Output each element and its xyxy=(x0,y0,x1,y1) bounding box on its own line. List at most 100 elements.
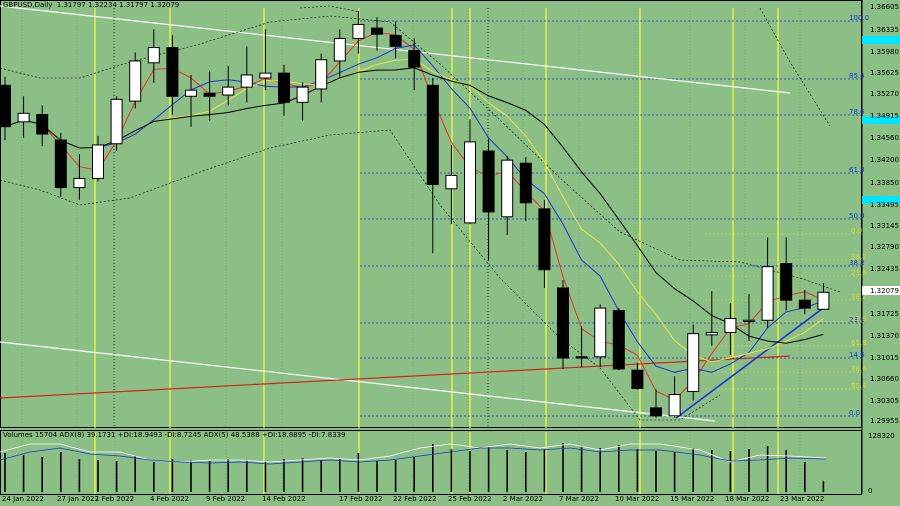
bear-candle xyxy=(279,73,290,102)
bull-candle xyxy=(297,87,308,102)
date-axis-label: 22 Feb 2022 xyxy=(393,495,437,503)
axis-highlight xyxy=(862,36,900,44)
price-axis-label: 1.36605 xyxy=(870,3,899,11)
price-axis-label: 1.30305 xyxy=(870,397,899,405)
price-axis-label: 1.35625 xyxy=(870,69,899,77)
bull-candle xyxy=(223,87,234,95)
date-axis-label: 2 Mar 2022 xyxy=(503,495,543,503)
bear-candle xyxy=(781,264,792,301)
bear-candle xyxy=(558,288,569,358)
bull-candle xyxy=(688,334,699,392)
ohlc-label: 1.31797 1.32234 1.31797 1.32079 xyxy=(57,1,179,9)
price-axis-label: 1.33145 xyxy=(870,222,899,230)
bull-candle xyxy=(186,90,197,96)
bull-candle xyxy=(93,145,104,178)
bear-candle xyxy=(55,140,66,187)
indicator-pane-frame xyxy=(1,431,862,495)
fibo-small-label: 85.4 xyxy=(851,382,867,390)
fibo-level-label: 78.6 xyxy=(849,108,865,116)
fibo-level-label: 50.0 xyxy=(849,212,865,220)
chart-header: GBPUSD,Daily 1.31797 1.32234 1.31797 1.3… xyxy=(3,1,179,9)
bull-candle xyxy=(595,308,606,357)
bull-candle xyxy=(465,142,476,223)
bear-candle xyxy=(539,209,550,270)
price-axis-label: 1.31015 xyxy=(870,354,899,362)
date-axis-label: 23 Mar 2022 xyxy=(780,495,824,503)
bull-candle xyxy=(260,73,271,78)
fibo-small-label: 38.2 xyxy=(851,253,867,261)
bull-candle xyxy=(446,175,457,188)
price-axis-label: 1.32435 xyxy=(870,265,899,273)
bear-candle xyxy=(390,35,401,46)
date-axis-label: 9 Feb 2022 xyxy=(206,495,245,503)
envelope-line xyxy=(0,130,720,420)
bull-candle xyxy=(334,38,345,61)
date-axis-label: 1 Feb 2022 xyxy=(95,495,134,503)
fibo-small-label: 78.6 xyxy=(851,365,867,373)
bull-candle xyxy=(669,395,680,416)
envelope-line xyxy=(300,6,360,12)
price-axis-label: 1.36335 xyxy=(870,26,899,34)
price-axis-label: 1.35270 xyxy=(870,90,899,98)
bear-candle xyxy=(204,93,215,96)
fibo-small-label: 23.6 xyxy=(851,269,867,277)
bull-candle xyxy=(241,75,252,87)
channel-lower xyxy=(0,342,715,421)
indicator-header: Volumes 15704 ADX(8) 39.1731 +DI:18.9493… xyxy=(3,431,346,439)
bear-candle xyxy=(576,357,587,358)
bull-candle xyxy=(706,332,717,334)
bull-candle xyxy=(818,292,829,309)
price-axis-label: 1.33495 xyxy=(870,201,899,209)
date-axis-label: 10 Mar 2022 xyxy=(615,495,659,503)
envelope-line xyxy=(760,8,830,126)
price-axis-label: 1.31370 xyxy=(870,332,899,340)
bull-candle xyxy=(130,61,141,101)
date-axis-label: 18 Mar 2022 xyxy=(725,495,769,503)
bear-candle xyxy=(409,51,420,67)
bull-candle xyxy=(18,113,29,122)
bear-candle xyxy=(799,300,810,308)
bull-candle xyxy=(111,99,122,143)
date-axis-label: 7 Mar 2022 xyxy=(559,495,599,503)
bull-candle xyxy=(74,178,85,187)
date-axis-label: 15 Mar 2022 xyxy=(670,495,714,503)
bull-candle xyxy=(316,60,327,89)
bull-candle xyxy=(148,48,159,63)
current-price-label: 1.32079 xyxy=(870,287,899,295)
price-axis-label: 1.33850 xyxy=(870,179,899,187)
indicator-zero-label: 0 xyxy=(868,487,872,495)
bear-candle xyxy=(483,151,494,212)
date-axis-label: 24 Jan 2022 xyxy=(2,495,44,503)
price-axis-label: 1.29955 xyxy=(870,417,899,425)
bear-candle xyxy=(651,408,662,416)
bull-candle xyxy=(353,24,364,38)
fibo-small-label: 23.6 xyxy=(851,315,867,323)
bear-candle xyxy=(613,311,624,369)
symbol-label: GBPUSD,Daily xyxy=(3,1,52,9)
date-axis-label: 27 Jan 2022 xyxy=(57,495,99,503)
fibo-level-label: 85.4 xyxy=(849,72,865,80)
fibo-level-label: 100.0 xyxy=(849,14,869,22)
price-axis-label: 1.34200 xyxy=(870,156,899,164)
channel-upper xyxy=(0,6,790,93)
bear-candle xyxy=(37,115,48,134)
bull-candle xyxy=(744,320,755,321)
ma-black xyxy=(5,68,823,344)
price-axis-label: 1.31725 xyxy=(870,310,899,318)
date-axis-label: 17 Feb 2022 xyxy=(339,495,383,503)
price-axis-label: 1.34915 xyxy=(870,112,899,120)
bull-candle xyxy=(762,267,773,321)
bear-candle xyxy=(427,85,438,184)
date-axis-label: 25 Feb 2022 xyxy=(448,495,492,503)
fibo-level-label: 0.0 xyxy=(849,409,860,417)
bear-candle xyxy=(520,163,531,203)
price-axis-label: 1.30660 xyxy=(870,375,899,383)
fibo-level-label: 61.8 xyxy=(849,166,865,174)
bear-candle xyxy=(0,85,11,126)
fibo-small-label: 61.8 xyxy=(851,339,867,347)
ma-yellow xyxy=(5,59,823,362)
date-axis-label: 14 Feb 2022 xyxy=(262,495,306,503)
price-axis-label: 1.34560 xyxy=(870,134,899,142)
date-axis-label: 4 Feb 2022 xyxy=(150,495,189,503)
